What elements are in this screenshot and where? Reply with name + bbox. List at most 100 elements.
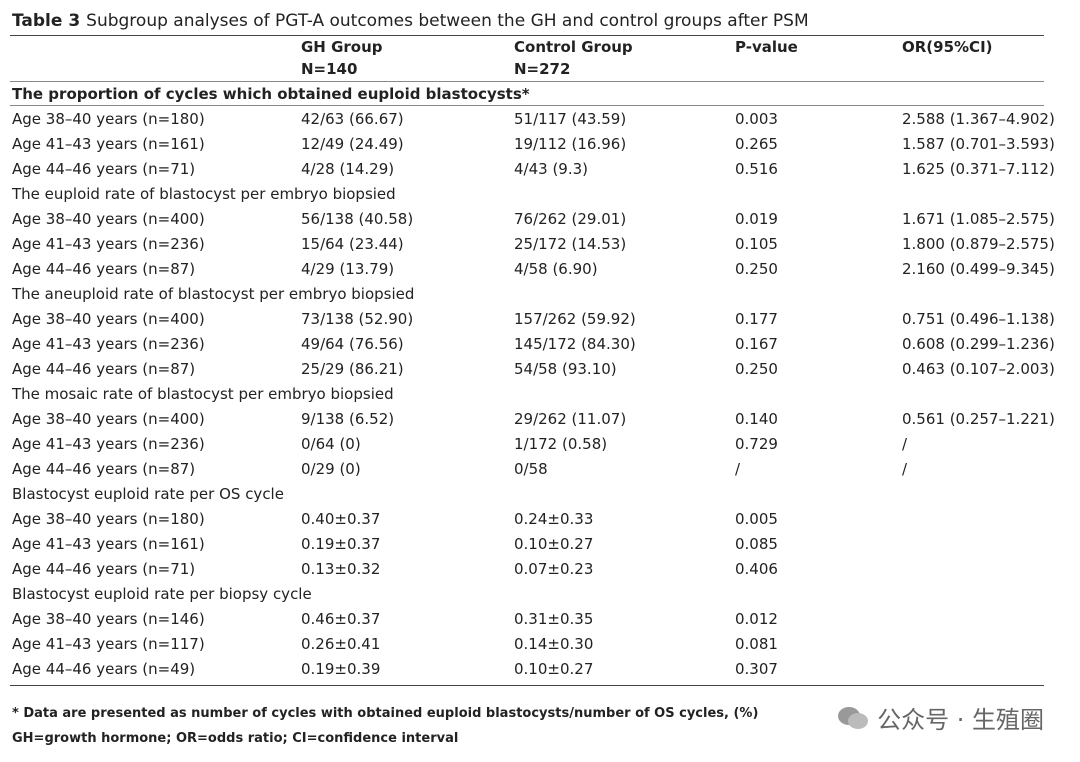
- table-cell: /: [902, 460, 908, 478]
- table-cell: 0.46±0.37: [301, 610, 381, 628]
- table-cell: 0.265: [735, 135, 778, 153]
- table-cell: 0.105: [735, 235, 778, 253]
- row-label: Age 44–46 years (n=87): [12, 260, 196, 278]
- rule: [10, 35, 1044, 36]
- table-cell: 157/262 (59.92): [514, 310, 636, 328]
- section-label: The proportion of cycles which obtained …: [12, 85, 530, 103]
- row-label: Age 38–40 years (n=400): [12, 410, 205, 428]
- table-cell: 0.24±0.33: [514, 510, 594, 528]
- table-cell: 1.671 (1.085–2.575): [902, 210, 1055, 228]
- column-header: P-value: [735, 38, 798, 56]
- table-cell: 0.516: [735, 160, 778, 178]
- row-label: Age 44–46 years (n=49): [12, 660, 196, 678]
- column-header: N=272: [514, 60, 571, 78]
- table-cell: 19/112 (16.96): [514, 135, 627, 153]
- row-label: Age 38–40 years (n=400): [12, 210, 205, 228]
- rule: [10, 105, 1044, 106]
- table-cell: /: [735, 460, 741, 478]
- table-cell: 0.081: [735, 635, 778, 653]
- table-cell: 2.588 (1.367–4.902): [902, 110, 1055, 128]
- table-cell: 0.26±0.41: [301, 635, 381, 653]
- column-header: N=140: [301, 60, 358, 78]
- watermark-text: 公众号 · 生殖圈: [877, 706, 1044, 734]
- watermark: 公众号 · 生殖圈: [837, 700, 1044, 735]
- rule: [10, 81, 1044, 82]
- section-label: The mosaic rate of blastocyst per embryo…: [12, 385, 394, 403]
- table-label: Table 3: [12, 11, 81, 31]
- section-label: The euploid rate of blastocyst per embry…: [12, 185, 396, 203]
- table-cell: 0.13±0.32: [301, 560, 381, 578]
- row-label: Age 44–46 years (n=87): [12, 460, 196, 478]
- column-header: Control Group: [514, 38, 633, 56]
- column-header: OR(95%CI): [902, 38, 993, 56]
- row-label: Age 44–46 years (n=87): [12, 360, 196, 378]
- row-label: Age 41–43 years (n=161): [12, 135, 205, 153]
- table-cell: 0.19±0.37: [301, 535, 381, 553]
- table-cell: 0.729: [735, 435, 778, 453]
- table-cell: 0/58: [514, 460, 548, 478]
- table-cell: 0.14±0.30: [514, 635, 594, 653]
- row-label: Age 38–40 years (n=180): [12, 510, 205, 528]
- row-label: Age 44–46 years (n=71): [12, 160, 196, 178]
- table-cell: 76/262 (29.01): [514, 210, 627, 228]
- table-cell: 0.751 (0.496–1.138): [902, 310, 1055, 328]
- table-cell: 29/262 (11.07): [514, 410, 627, 428]
- section-label: The aneuploid rate of blastocyst per emb…: [12, 285, 415, 303]
- table-cell: 51/117 (43.59): [514, 110, 627, 128]
- table-cell: 0.07±0.23: [514, 560, 594, 578]
- table-cell: 1/172 (0.58): [514, 435, 608, 453]
- row-label: Age 44–46 years (n=71): [12, 560, 196, 578]
- footnote: * Data are presented as number of cycles…: [12, 706, 759, 721]
- table-cell: 4/43 (9.3): [514, 160, 589, 178]
- table-cell: 0.177: [735, 310, 778, 328]
- table-cell: 0.140: [735, 410, 778, 428]
- table-cell: 4/28 (14.29): [301, 160, 395, 178]
- table-cell: 56/138 (40.58): [301, 210, 414, 228]
- table-cell: 0.31±0.35: [514, 610, 594, 628]
- table-title: Table 3 Subgroup analyses of PGT-A outcom…: [12, 11, 809, 31]
- row-label: Age 38–40 years (n=400): [12, 310, 205, 328]
- table-cell: 12/49 (24.49): [301, 135, 404, 153]
- table-cell: 49/64 (76.56): [301, 335, 404, 353]
- rule: [10, 685, 1044, 686]
- table-cell: 0.012: [735, 610, 778, 628]
- table-cell: 0/64 (0): [301, 435, 361, 453]
- table-cell: 2.160 (0.499–9.345): [902, 260, 1055, 278]
- table-cell: 25/29 (86.21): [301, 360, 404, 378]
- section-label: Blastocyst euploid rate per biopsy cycle: [12, 585, 312, 603]
- table-cell: 1.800 (0.879–2.575): [902, 235, 1055, 253]
- table-cell: 15/64 (23.44): [301, 235, 404, 253]
- table-cell: 0/29 (0): [301, 460, 361, 478]
- table-cell: 0.005: [735, 510, 778, 528]
- table-cell: 0.10±0.27: [514, 535, 594, 553]
- table-cell: 42/63 (66.67): [301, 110, 404, 128]
- table-cell: 0.250: [735, 360, 778, 378]
- column-header: GH Group: [301, 38, 383, 56]
- table-cell: 0.406: [735, 560, 778, 578]
- table-caption: Subgroup analyses of PGT-A outcomes betw…: [86, 11, 809, 31]
- table-cell: /: [902, 435, 908, 453]
- table-cell: 0.167: [735, 335, 778, 353]
- table-cell: 0.561 (0.257–1.221): [902, 410, 1055, 428]
- table-cell: 1.587 (0.701–3.593): [902, 135, 1055, 153]
- table-cell: 1.625 (0.371–7.112): [902, 160, 1055, 178]
- section-label: Blastocyst euploid rate per OS cycle: [12, 485, 284, 503]
- row-label: Age 41–43 years (n=236): [12, 435, 205, 453]
- table-cell: 0.003: [735, 110, 778, 128]
- wechat-icon: [838, 706, 869, 729]
- table-cell: 25/172 (14.53): [514, 235, 627, 253]
- table-cell: 4/58 (6.90): [514, 260, 598, 278]
- table-cell: 0.463 (0.107–2.003): [902, 360, 1055, 378]
- row-label: Age 41–43 years (n=236): [12, 335, 205, 353]
- table-cell: 4/29 (13.79): [301, 260, 395, 278]
- row-label: Age 41–43 years (n=236): [12, 235, 205, 253]
- row-label: Age 38–40 years (n=146): [12, 610, 205, 628]
- row-label: Age 38–40 years (n=180): [12, 110, 205, 128]
- table-cell: 0.250: [735, 260, 778, 278]
- row-label: Age 41–43 years (n=117): [12, 635, 205, 653]
- table-cell: 0.10±0.27: [514, 660, 594, 678]
- table-cell: 145/172 (84.30): [514, 335, 636, 353]
- table-cell: 0.40±0.37: [301, 510, 381, 528]
- row-label: Age 41–43 years (n=161): [12, 535, 205, 553]
